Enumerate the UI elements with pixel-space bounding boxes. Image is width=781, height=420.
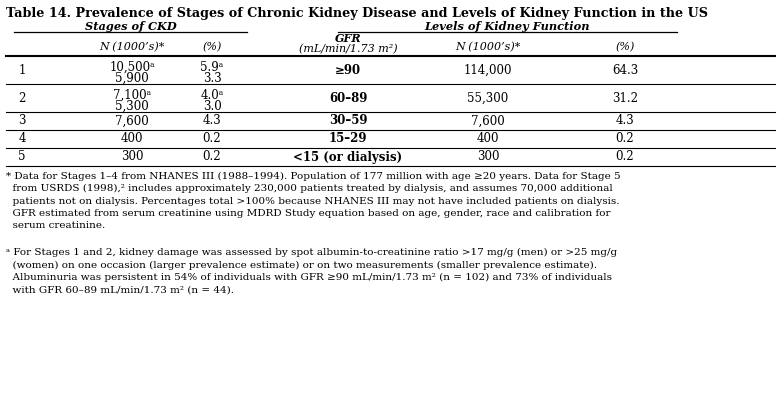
Text: 1: 1	[18, 63, 26, 76]
Text: 300: 300	[476, 150, 499, 163]
Text: <15 (or dialysis): <15 (or dialysis)	[294, 150, 402, 163]
Text: 0.2: 0.2	[615, 132, 634, 145]
Text: 5,300: 5,300	[115, 100, 149, 113]
Text: 400: 400	[476, 132, 499, 145]
Text: 400: 400	[121, 132, 143, 145]
Text: (%): (%)	[615, 42, 635, 52]
Text: (%): (%)	[202, 42, 222, 52]
Text: 5: 5	[18, 150, 26, 163]
Text: 5.9ᵃ: 5.9ᵃ	[201, 61, 223, 74]
Text: 4.3: 4.3	[202, 115, 221, 128]
Text: 64.3: 64.3	[612, 63, 638, 76]
Text: 300: 300	[121, 150, 143, 163]
Text: 4.0ᵃ: 4.0ᵃ	[201, 89, 223, 102]
Text: 55,300: 55,300	[467, 92, 508, 105]
Text: N (1000’s)*: N (1000’s)*	[99, 42, 165, 52]
Text: 60–89: 60–89	[329, 92, 367, 105]
Text: 4: 4	[18, 132, 26, 145]
Text: ᵃ For Stages 1 and 2, kidney damage was assessed by spot albumin-to-creatinine r: ᵃ For Stages 1 and 2, kidney damage was …	[6, 248, 617, 294]
Text: Table 14. Prevalence of Stages of Chronic Kidney Disease and Levels of Kidney Fu: Table 14. Prevalence of Stages of Chroni…	[6, 7, 708, 20]
Text: 3: 3	[18, 115, 26, 128]
Text: 7,600: 7,600	[115, 115, 149, 128]
Text: 0.2: 0.2	[203, 132, 221, 145]
Text: 10,500ᵃ: 10,500ᵃ	[109, 61, 155, 74]
Text: 3.3: 3.3	[202, 72, 221, 85]
Text: 3.0: 3.0	[202, 100, 221, 113]
Text: GFR: GFR	[335, 33, 362, 44]
Text: 0.2: 0.2	[615, 150, 634, 163]
Text: 31.2: 31.2	[612, 92, 638, 105]
Text: Stages of CKD: Stages of CKD	[85, 21, 177, 32]
Text: ≥90: ≥90	[335, 63, 361, 76]
Text: 7,100ᵃ: 7,100ᵃ	[113, 89, 151, 102]
Text: 7,600: 7,600	[471, 115, 505, 128]
Text: N (1000’s)*: N (1000’s)*	[455, 42, 521, 52]
Text: 2: 2	[18, 92, 26, 105]
Text: (mL/min/1.73 m²): (mL/min/1.73 m²)	[298, 44, 398, 54]
Text: 15–29: 15–29	[329, 132, 367, 145]
Text: Levels of Kidney Function: Levels of Kidney Function	[425, 21, 590, 32]
Text: 0.2: 0.2	[203, 150, 221, 163]
Text: 4.3: 4.3	[615, 115, 634, 128]
Text: 114,000: 114,000	[464, 63, 512, 76]
Text: 30–59: 30–59	[329, 115, 367, 128]
Text: 5,900: 5,900	[115, 72, 149, 85]
Text: * Data for Stages 1–4 from NHANES III (1988–1994). Population of 177 million wit: * Data for Stages 1–4 from NHANES III (1…	[6, 172, 621, 230]
